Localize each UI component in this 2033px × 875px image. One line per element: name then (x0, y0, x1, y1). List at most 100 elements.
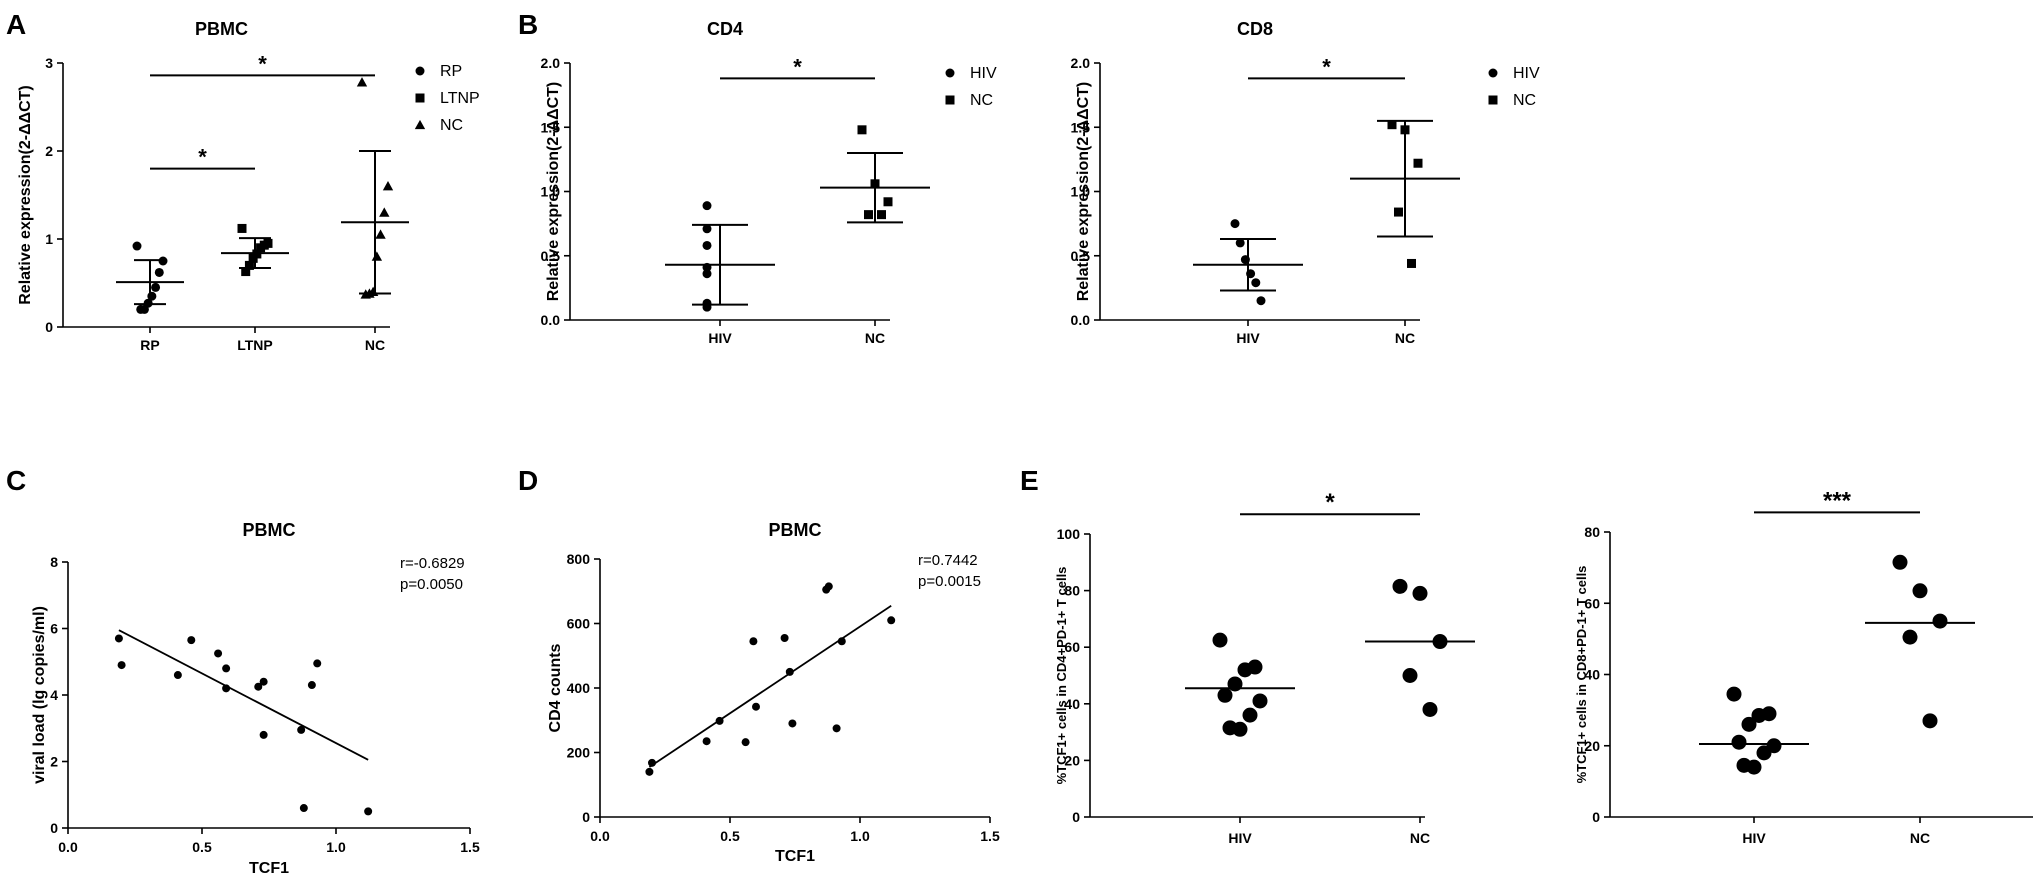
chart-tcf1-cd8-pd1: 0 20 40 60 80 %TCF1+ cells in CD8+PD-1+ T cel… (1574, 487, 2033, 846)
x-axis-label: TCF1 (249, 860, 289, 875)
data-point (117, 661, 126, 670)
data-point (780, 634, 789, 643)
x-tick-label: 1.0 (326, 839, 346, 855)
data-point (1230, 219, 1240, 229)
y-axis-label: Relative expression(2-ΔΔCT) (545, 82, 562, 302)
data-point (1217, 687, 1233, 703)
data-point (1394, 207, 1403, 217)
significance-star: *** (1823, 487, 1852, 514)
data-point (241, 267, 251, 277)
data-point (1242, 707, 1258, 723)
significance-star: * (198, 145, 207, 170)
legend-marker (415, 93, 425, 103)
chart-cd8-relative-expression: 0.0 0.5 1.0 1.5 2.0 Relative expression(2-ΔΔC… (1071, 19, 1540, 346)
correlation-p: p=0.0050 (400, 576, 463, 593)
significance-star: * (1325, 489, 1335, 516)
data-point (1237, 662, 1253, 678)
y-tick-label: 0 (1072, 809, 1080, 825)
y-axis-label: viral load (lg copies/ml) (31, 606, 48, 784)
x-tick-label: 0.5 (720, 828, 740, 844)
y-tick-label: 1.5 (541, 119, 561, 135)
legend-marker (415, 66, 425, 76)
x-tick-label: 1.5 (460, 839, 480, 855)
legend-marker (1488, 95, 1498, 105)
legend-label: HIV (1513, 65, 1540, 82)
y-tick-label: 1.0 (1071, 184, 1091, 200)
data-point (1726, 686, 1742, 702)
data-point (1412, 585, 1428, 601)
data-point (1912, 583, 1928, 599)
data-point (382, 181, 394, 191)
y-tick-label: 60 (1064, 639, 1080, 655)
y-tick-label: 0 (50, 820, 58, 836)
data-point (1741, 716, 1757, 732)
legend-marker (945, 95, 955, 105)
y-tick-label: 2 (45, 143, 53, 159)
data-point (136, 304, 146, 314)
data-point (214, 649, 223, 658)
y-tick-label: 1.5 (1071, 119, 1091, 135)
data-point (1731, 734, 1747, 750)
y-tick-label: 0.5 (541, 248, 561, 264)
x-tick-label: 0.0 (58, 839, 78, 855)
data-point (864, 210, 873, 220)
data-point (299, 804, 308, 813)
data-point (883, 197, 893, 207)
legend-marker (945, 68, 955, 78)
data-point (187, 636, 196, 645)
data-point (1387, 120, 1397, 130)
y-tick-label: 20 (1064, 752, 1080, 768)
x-tick-label: NC (1910, 830, 1930, 846)
y-tick-label: 60 (1584, 595, 1600, 611)
y-tick-label: 40 (1064, 696, 1080, 712)
x-tick-label: NC (865, 330, 885, 346)
data-point (154, 267, 164, 277)
data-point (248, 253, 258, 263)
data-point (1922, 713, 1938, 729)
chart-cd4-counts-correlation: 0 200 400 600 800 CD4 counts PBMC 0.0 0.5 1.0 1.5 T… (547, 520, 1000, 865)
chart-title: PBMC (243, 520, 296, 540)
y-tick-label: 400 (567, 680, 591, 696)
y-tick-label: 6 (50, 621, 58, 637)
data-point (788, 719, 797, 728)
significance-star: * (793, 54, 802, 79)
x-axis-label: TCF1 (775, 848, 815, 865)
x-tick-label: RP (140, 337, 159, 353)
data-point (222, 684, 231, 693)
y-tick-label: 1 (45, 231, 53, 247)
x-tick-label: NC (365, 337, 385, 353)
data-point (1892, 554, 1908, 570)
data-point (741, 738, 750, 747)
x-tick-label: NC (1410, 830, 1430, 846)
legend-marker (414, 119, 426, 130)
y-axis-label: Relative expression(2-ΔΔCT) (17, 85, 34, 305)
y-tick-label: 3 (45, 55, 53, 71)
data-point (313, 659, 322, 668)
x-tick-label: 1.0 (850, 828, 870, 844)
legend-label: LTNP (440, 90, 480, 107)
significance-star: * (1322, 54, 1331, 79)
data-point (645, 767, 654, 776)
data-point (752, 702, 760, 711)
data-point (715, 716, 724, 725)
data-point (1902, 629, 1918, 645)
data-point (1251, 278, 1261, 288)
y-tick-label: 0 (1592, 809, 1600, 825)
data-point (877, 210, 886, 220)
data-point (1222, 720, 1238, 736)
data-point (1756, 745, 1772, 761)
y-tick-label: 600 (567, 616, 591, 632)
chart-title: CD4 (707, 19, 743, 39)
data-point (244, 260, 254, 270)
y-tick-label: 0.0 (541, 312, 561, 328)
data-point (371, 251, 383, 261)
y-tick-label: 2.0 (1071, 55, 1091, 71)
y-tick-label: 0 (582, 809, 590, 825)
y-tick-label: 8 (50, 554, 58, 570)
fit-line (118, 629, 369, 761)
x-tick-label: HIV (1742, 830, 1766, 846)
data-point (1212, 632, 1228, 648)
legend-label: NC (440, 117, 463, 134)
legend-marker (1488, 68, 1498, 78)
